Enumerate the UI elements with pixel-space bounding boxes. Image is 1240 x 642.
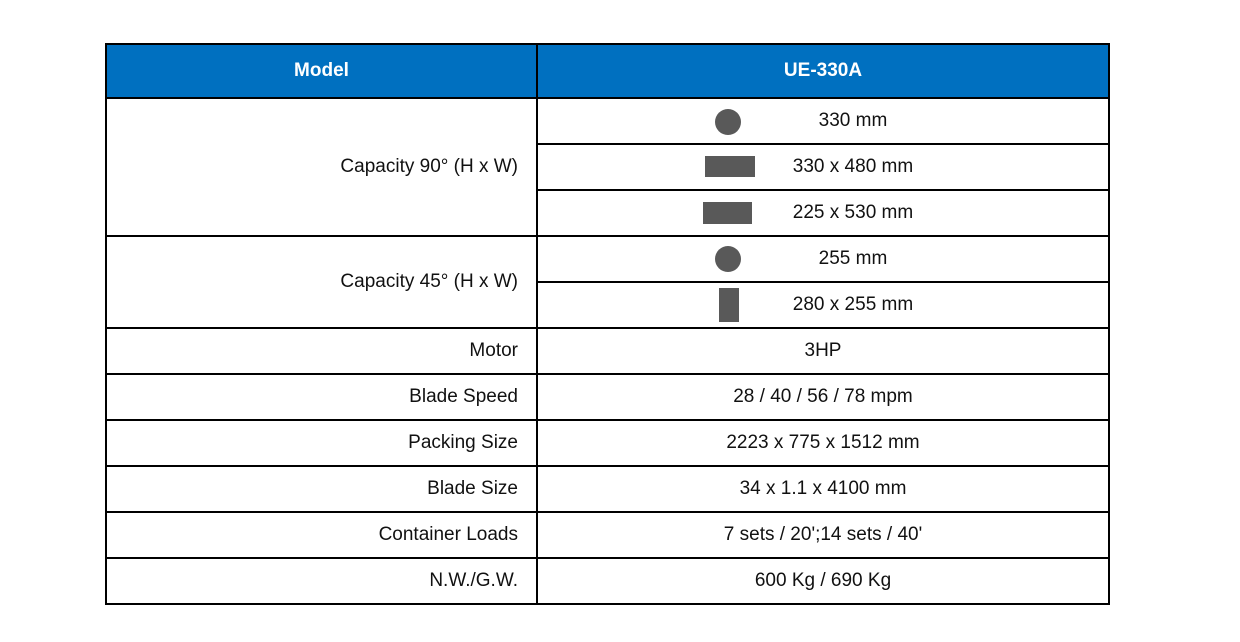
header-row: Model UE-330A (105, 43, 1110, 99)
value-text: 255 mm (818, 248, 888, 269)
row-label: Blade Size (105, 465, 538, 513)
row-value: 330 mm (536, 97, 1110, 145)
value-text: 330 mm (818, 110, 888, 131)
row-value: 255 mm (536, 235, 1110, 283)
rect-icon (703, 202, 752, 224)
row-label: Packing Size (105, 419, 538, 467)
table-row: Motor 3HP (105, 327, 1110, 375)
row-label: Motor (105, 327, 538, 375)
round-icon (715, 246, 741, 272)
row-value: 28 / 40 / 56 / 78 mpm (536, 373, 1110, 421)
row-label: Capacity 45° (H x W) (105, 235, 538, 329)
table-row: N.W./G.W. 600 Kg / 690 Kg (105, 557, 1110, 605)
row-value: 600 Kg / 690 Kg (536, 557, 1110, 605)
table-row: Blade Size 34 x 1.1 x 4100 mm (105, 465, 1110, 513)
row-value: 330 x 480 mm (536, 143, 1110, 191)
spec-table: Model UE-330A Capacity 90° (H x W) 330 m… (105, 43, 1110, 605)
rect-icon (705, 156, 755, 177)
row-value: 3HP (536, 327, 1110, 375)
row-value: 2223 x 775 x 1512 mm (536, 419, 1110, 467)
row-value: 225 x 530 mm (536, 189, 1110, 237)
row-label: Blade Speed (105, 373, 538, 421)
table-row: Container Loads 7 sets / 20';14 sets / 40… (105, 511, 1110, 559)
round-icon (715, 109, 741, 135)
row-label: Capacity 90° (H x W) (105, 97, 538, 237)
row-label: N.W./G.W. (105, 557, 538, 605)
table-row: Packing Size 2223 x 775 x 1512 mm (105, 419, 1110, 467)
value-text: 280 x 255 mm (792, 294, 914, 315)
row-label: Container Loads (105, 511, 538, 559)
row-value: 280 x 255 mm (536, 281, 1110, 329)
row-value: 34 x 1.1 x 4100 mm (536, 465, 1110, 513)
row-value: 7 sets / 20';14 sets / 40' (536, 511, 1110, 559)
value-text: 225 x 530 mm (792, 202, 914, 223)
value-text: 330 x 480 mm (792, 156, 914, 177)
table-row: Blade Speed 28 / 40 / 56 / 78 mpm (105, 373, 1110, 421)
header-cell: Model (105, 43, 538, 99)
header-cell: UE-330A (536, 43, 1110, 99)
rect-icon (719, 288, 739, 322)
